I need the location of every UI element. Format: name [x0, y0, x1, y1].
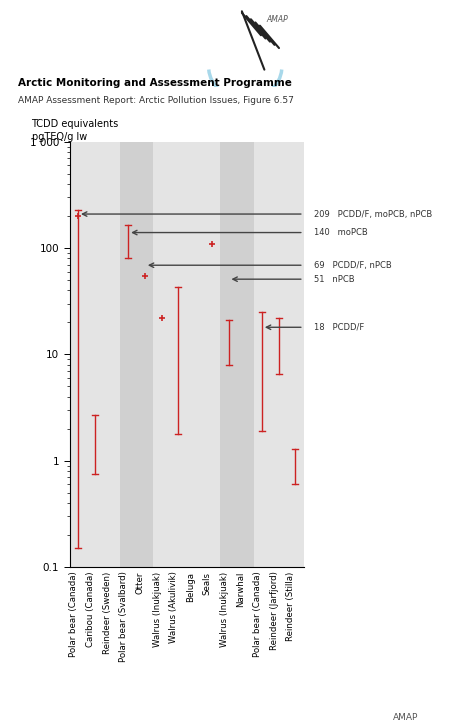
Bar [120, 142, 153, 567]
Bar [254, 142, 304, 567]
Text: Polar bear (Canada): Polar bear (Canada) [69, 571, 78, 657]
Text: AMAP Assessment Report: Arctic Pollution Issues, Figure 6.57: AMAP Assessment Report: Arctic Pollution… [18, 96, 294, 105]
Text: 140   moPCB: 140 moPCB [314, 228, 368, 237]
Text: Beluga: Beluga [186, 571, 195, 601]
Text: 51   nPCB: 51 nPCB [314, 275, 355, 284]
Bar [220, 142, 254, 567]
Text: Caribou (Canada): Caribou (Canada) [86, 571, 95, 647]
Bar [153, 142, 220, 567]
Text: TCDD equivalents: TCDD equivalents [32, 119, 119, 129]
Text: Walrus (Inukjuak): Walrus (Inukjuak) [220, 571, 229, 646]
Text: 18   PCDD/F: 18 PCDD/F [314, 323, 364, 332]
Text: Otter: Otter [136, 571, 145, 594]
Text: Arctic Monitoring and Assessment Programme: Arctic Monitoring and Assessment Program… [18, 78, 292, 88]
Text: Polar bear (Canada): Polar bear (Canada) [253, 571, 262, 657]
Text: Reindeer (Jarfjord): Reindeer (Jarfjord) [270, 571, 279, 651]
Text: Seals: Seals [203, 571, 212, 595]
Text: Walrus (Akulivik): Walrus (Akulivik) [169, 571, 178, 643]
Text: Reindeer (Stilla): Reindeer (Stilla) [286, 571, 295, 640]
Text: pgTEQ/g lw: pgTEQ/g lw [32, 132, 87, 142]
Bar [70, 142, 120, 567]
Text: Narwhal: Narwhal [236, 571, 245, 607]
Text: AMAP: AMAP [393, 713, 419, 722]
Text: Reindeer (Sweden): Reindeer (Sweden) [103, 571, 112, 654]
Text: Walrus (Inukjuak): Walrus (Inukjuak) [153, 571, 162, 646]
Text: 69   PCDD/F, nPCB: 69 PCDD/F, nPCB [314, 261, 392, 270]
Text: AMAP: AMAP [266, 15, 288, 24]
Text: 209   PCDD/F, moPCB, nPCB: 209 PCDD/F, moPCB, nPCB [314, 209, 432, 219]
Text: Polar bear (Svalbard): Polar bear (Svalbard) [119, 571, 128, 662]
